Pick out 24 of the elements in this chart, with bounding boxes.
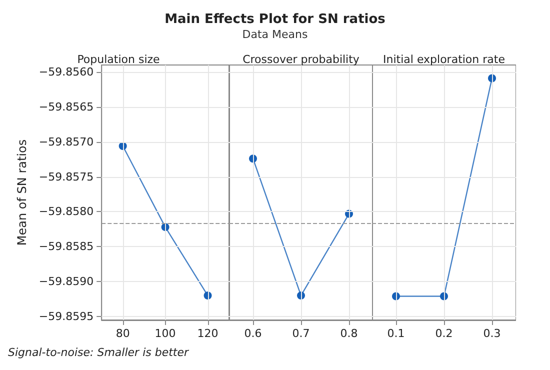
x-tick-label: 0.3 [484,327,502,340]
chart-title: Initial exploration rate [383,53,506,66]
x-tick-label: 120 [197,327,218,340]
y-tick-label: −59.8585 [38,240,94,254]
chart-title: Population size [77,53,160,66]
x-tick-label: 0.7 [292,327,310,340]
chart-title: Crossover probability [242,53,360,66]
y-tick-label: −59.8595 [38,310,94,324]
y-axis-title: Mean of SN ratios [15,139,29,246]
x-tick-label: 80 [116,327,130,340]
y-tick-label: −59.8575 [38,170,94,184]
y-tick-label: −59.8565 [38,100,94,114]
y-tick-label: −59.8580 [38,205,94,218]
x-tick-label: 100 [154,327,176,340]
x-tick-label: 0.2 [436,327,454,340]
x-tick-label: 0.6 [244,327,262,340]
x-tick-label: 0.8 [340,327,358,340]
y-tick-label: −59.8590 [38,275,94,288]
y-tick-label: −59.8560 [38,65,94,78]
text: Signal-to-noise: Smaller is better [8,346,190,359]
text: Data Means [242,28,308,41]
text: Main Effects Plot for SN ratios [164,12,386,27]
x-tick-label: 0.1 [388,327,406,340]
y-tick-label: −59.8570 [38,135,94,148]
